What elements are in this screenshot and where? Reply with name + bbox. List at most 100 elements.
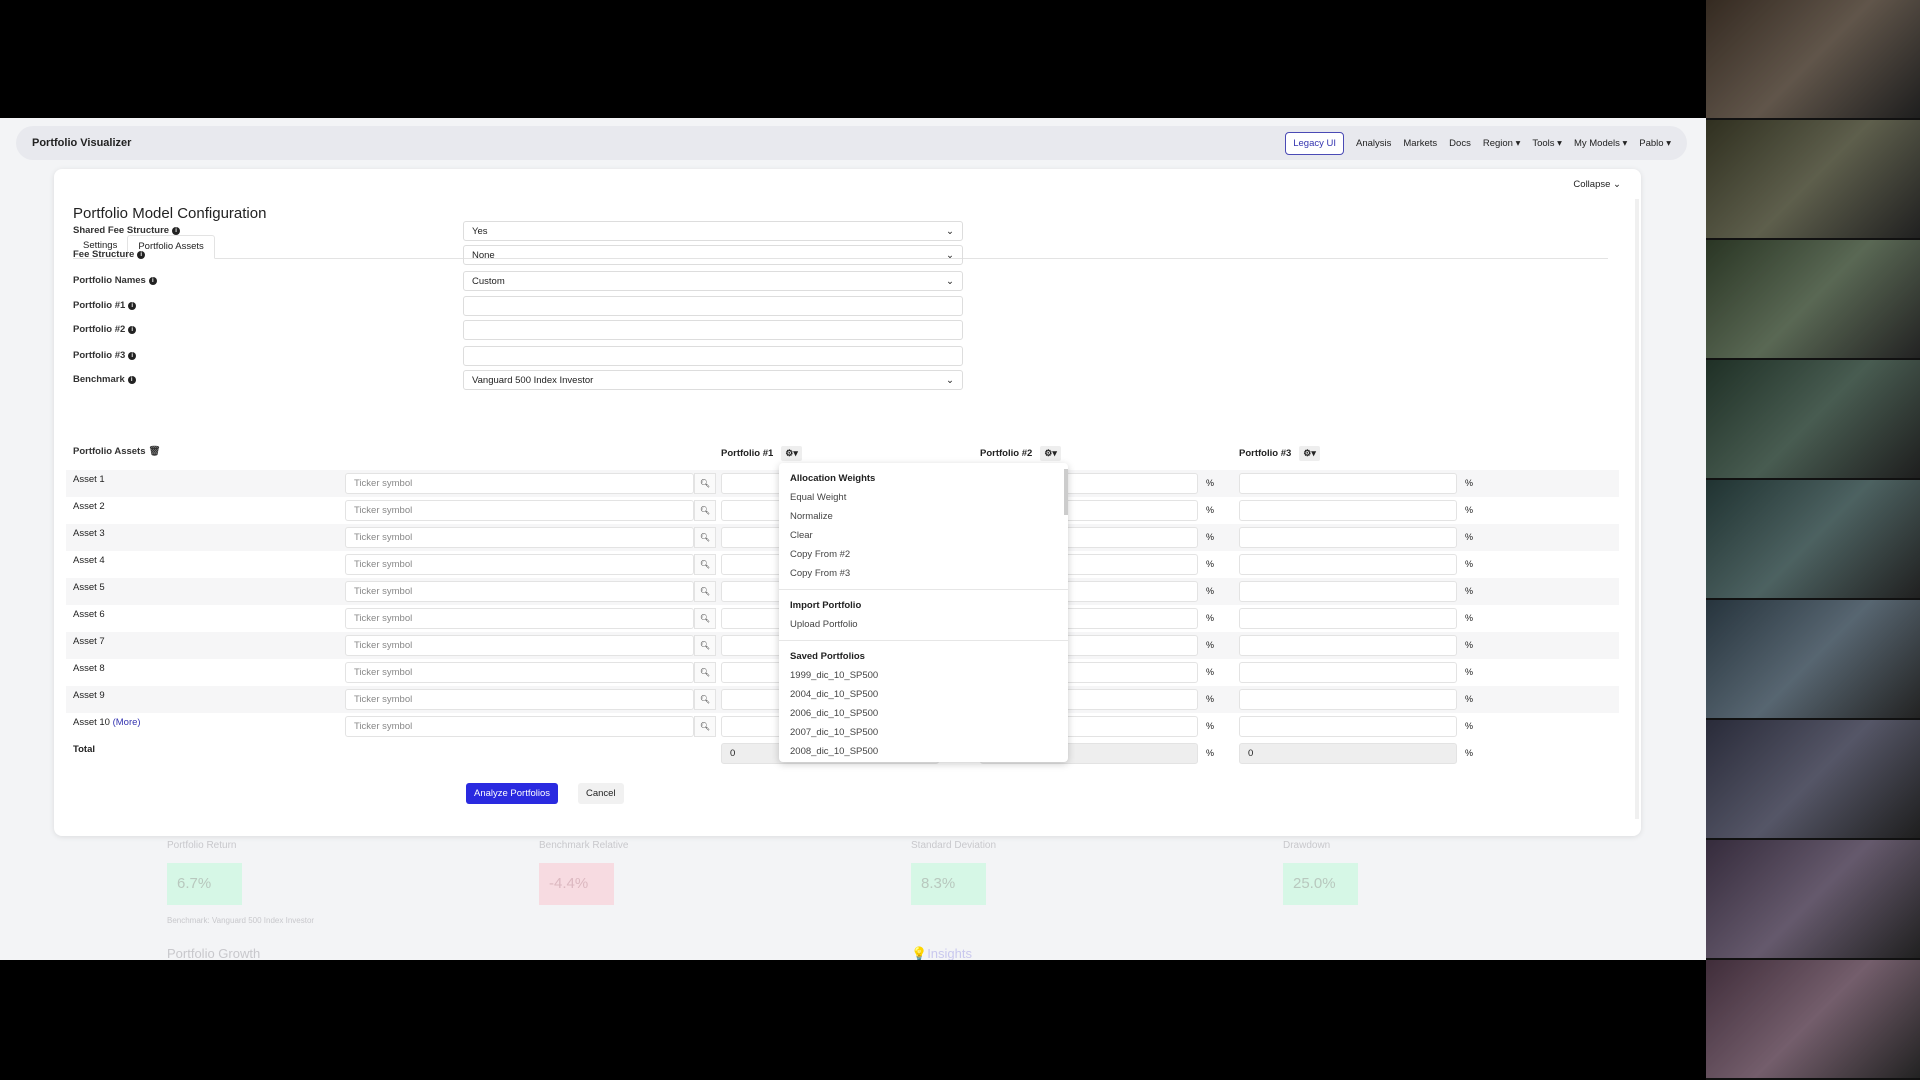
brand-logo[interactable]: Portfolio Visualizer (32, 137, 132, 149)
nav-item-pablo[interactable]: Pablo ▾ (1639, 137, 1671, 149)
search-button[interactable]: 🔍︎ (694, 716, 716, 737)
ticker-input[interactable]: Ticker symbol (345, 581, 694, 602)
nav-item-mymodels[interactable]: My Models ▾ (1573, 137, 1628, 149)
dropdown-item[interactable]: Upload Portfolio (790, 619, 858, 630)
nav-item-docs[interactable]: Docs (1449, 137, 1471, 149)
asset-name: Asset 7 (73, 636, 105, 647)
search-icon: 🔍︎ (699, 506, 711, 515)
ticker-input[interactable]: Ticker symbol (345, 608, 694, 629)
form-label: Benchmark i (73, 374, 136, 385)
nav-item-region[interactable]: Region ▾ (1482, 137, 1521, 149)
asset-name: Asset 5 (73, 582, 105, 593)
weight-input[interactable] (1239, 527, 1457, 548)
dropdown-item[interactable]: 2010_dic_10_SP500 (779, 761, 1068, 762)
search-button[interactable]: 🔍︎ (694, 500, 716, 521)
weight-input[interactable] (1239, 554, 1457, 575)
select-field[interactable]: Yes ⌄ (463, 221, 963, 241)
search-button[interactable]: 🔍︎ (694, 581, 716, 602)
search-button[interactable]: 🔍︎ (694, 608, 716, 629)
nav-item-markets[interactable]: Markets (1403, 137, 1438, 149)
text-field[interactable] (463, 346, 963, 366)
portfolio-assets-label: Portfolio Assets 🗑 (73, 446, 161, 457)
ticker-input[interactable]: Ticker symbol (345, 662, 694, 683)
percent-sign: % (1205, 586, 1214, 596)
percent-sign: % (1205, 559, 1214, 569)
ticker-input[interactable]: Ticker symbol (345, 500, 694, 521)
nav-item-legacyui[interactable]: Legacy UI (1285, 131, 1344, 155)
weight-input[interactable] (1239, 662, 1457, 683)
total-value: 0 (1239, 743, 1457, 764)
nav-item-tools[interactable]: Tools ▾ (1532, 137, 1562, 149)
dropdown-item[interactable]: Copy From #2 (790, 549, 851, 560)
asset-name: Asset 3 (73, 528, 105, 539)
search-button[interactable]: 🔍︎ (694, 689, 716, 710)
video-call-participants (1706, 0, 1920, 1080)
percent-sign: % (1464, 640, 1473, 650)
dropdown-scrollbar[interactable] (1064, 469, 1068, 515)
info-icon: i (128, 351, 137, 360)
search-icon: 🔍︎ (699, 533, 711, 542)
ticker-input[interactable]: Ticker symbol (345, 635, 694, 656)
weight-input[interactable] (1239, 581, 1457, 602)
label-text: Shared Fee Structure (73, 225, 170, 236)
dropdown-item[interactable]: Normalize (790, 511, 833, 522)
gear-dropdown-button[interactable]: ⚙▾ (781, 446, 802, 461)
weight-input[interactable] (1239, 635, 1457, 656)
cancel-button[interactable]: Cancel (578, 783, 624, 804)
gear-dropdown-button[interactable]: ⚙▾ (1299, 446, 1320, 461)
percent-sign: % (1205, 694, 1214, 704)
ticker-input[interactable]: Ticker symbol (345, 554, 694, 575)
scrollbar[interactable] (1635, 199, 1639, 819)
select-value: None (472, 249, 495, 261)
search-button[interactable]: 🔍︎ (694, 554, 716, 575)
dropdown-item[interactable]: 2008_dic_10_SP500 (790, 746, 879, 757)
weight-input[interactable] (1239, 716, 1457, 737)
nav-item-analysis[interactable]: Analysis (1356, 137, 1392, 149)
tab-settings[interactable]: Settings (83, 240, 118, 251)
weight-input[interactable] (1239, 473, 1457, 494)
weight-input[interactable] (1239, 689, 1457, 710)
text-field[interactable] (463, 296, 963, 316)
text-field[interactable] (463, 320, 963, 340)
asset-name: Asset 6 (73, 609, 105, 620)
weight-input[interactable] (1239, 500, 1457, 521)
select-field[interactable]: None ⌄ (463, 245, 963, 265)
search-button[interactable]: 🔍︎ (694, 473, 716, 494)
info-icon: i (172, 226, 181, 235)
label-text: Portfolio #1 (73, 300, 126, 311)
ticker-input[interactable]: Ticker symbol (345, 689, 694, 710)
dropdown-item[interactable]: 2004_dic_10_SP500 (790, 689, 879, 700)
percent-sign: % (1205, 667, 1214, 677)
ticker-input[interactable]: Ticker symbol (345, 473, 694, 494)
dropdown-item[interactable]: Equal Weight (790, 492, 847, 503)
dropdown-item[interactable]: 1999_dic_10_SP500 (790, 670, 879, 681)
asset-label: Asset 4 (73, 555, 105, 566)
asset-label: Asset 9 (73, 690, 105, 701)
portfolio-growth-heading: Portfolio Growth (167, 946, 261, 960)
search-button[interactable]: 🔍︎ (694, 527, 716, 548)
weight-input[interactable] (1239, 608, 1457, 629)
info-icon: i (128, 301, 137, 310)
ticker-input[interactable]: Ticker symbol (345, 527, 694, 548)
select-field[interactable]: Vanguard 500 Index Investor ⌄ (463, 370, 963, 390)
metric-label: Standard Deviation (911, 840, 997, 851)
more-link[interactable]: (More) (112, 717, 141, 728)
chevron-down-icon: ⌄ (946, 374, 954, 386)
dropdown-item[interactable]: Copy From #3 (790, 568, 851, 579)
select-field[interactable]: Custom ⌄ (463, 271, 963, 291)
metric-label: Portfolio Return (167, 840, 237, 851)
dropdown-section-header: Import Portfolio (790, 600, 862, 611)
benchmark-note: Benchmark: Vanguard 500 Index Investor (167, 916, 315, 925)
dropdown-item[interactable]: 2007_dic_10_SP500 (790, 727, 879, 738)
search-button[interactable]: 🔍︎ (694, 662, 716, 683)
dropdown-item[interactable]: 2006_dic_10_SP500 (790, 708, 879, 719)
collapse-button[interactable]: Collapse ⌄ (1573, 179, 1621, 190)
gear-dropdown-button[interactable]: ⚙▾ (1040, 446, 1061, 461)
ticker-input[interactable]: Ticker symbol (345, 716, 694, 737)
analyze-portfolios-button[interactable]: Analyze Portfolios (466, 783, 559, 804)
dropdown-item[interactable]: Clear (790, 530, 813, 541)
search-button[interactable]: 🔍︎ (694, 635, 716, 656)
asset-label: Asset 6 (73, 609, 105, 620)
portfolio-name: Portfolio #1 (721, 448, 774, 459)
